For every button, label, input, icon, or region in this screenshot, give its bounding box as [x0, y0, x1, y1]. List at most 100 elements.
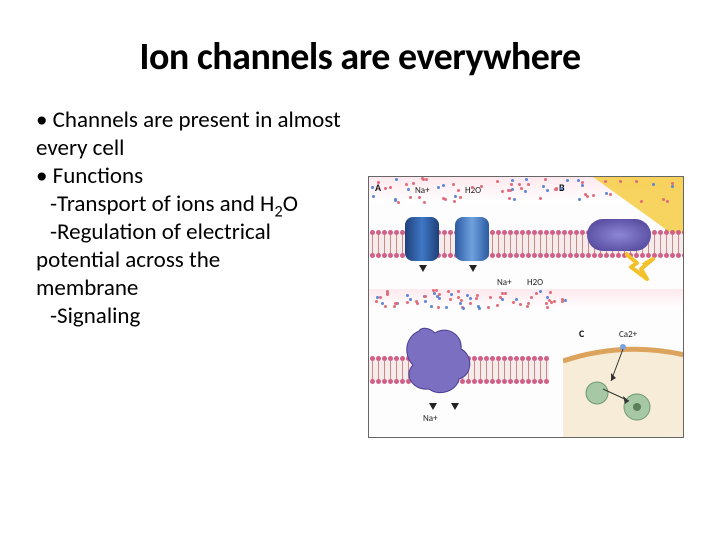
extracellular-dot — [586, 195, 589, 198]
ion-na-d: Na+ — [423, 413, 438, 424]
sub-3: -Signaling — [50, 302, 362, 330]
extracellular-dot — [397, 201, 400, 204]
extracellular-dot — [409, 196, 412, 199]
lipid — [508, 233, 513, 255]
extracellular-dot — [418, 196, 421, 199]
lipid — [544, 233, 549, 255]
extracellular-dot — [447, 290, 450, 293]
lipid — [484, 359, 489, 381]
extracellular-dot — [371, 186, 374, 189]
lipid — [370, 359, 375, 381]
lipid — [556, 233, 561, 255]
text-column: Channels are present in almost every cel… — [36, 106, 362, 438]
lipid — [442, 233, 447, 255]
extracellular-dot — [609, 193, 612, 196]
arrow-d1 — [429, 403, 437, 410]
lipid — [676, 233, 681, 255]
extracellular-dot — [377, 181, 380, 184]
lipid — [532, 359, 537, 381]
lightning-icon — [625, 249, 673, 285]
lipid — [376, 359, 381, 381]
ion-na-mid: Na+ — [497, 277, 512, 288]
extracellular-dot — [407, 188, 410, 191]
extracellular-dot — [518, 183, 521, 186]
extracellular-dot — [501, 292, 504, 295]
sub-2: -Regulation of electrical — [50, 218, 362, 246]
extracellular-dot — [527, 183, 530, 186]
lipid — [568, 233, 573, 255]
lipid — [370, 233, 375, 255]
lipid — [544, 359, 549, 381]
lipid — [682, 233, 684, 255]
bullet-1-text: Channels are present in almost every cel… — [36, 106, 341, 162]
extracellular-dot — [539, 290, 542, 293]
lipid — [520, 359, 525, 381]
extracellular-dot — [462, 307, 465, 310]
extracellular-dot — [549, 291, 552, 294]
sub-1-subscript: 2 — [274, 202, 282, 222]
lipid — [502, 359, 507, 381]
extracellular-dot — [450, 293, 453, 296]
extracellular-dot — [489, 296, 492, 299]
lipid — [532, 233, 537, 255]
extracellular-dot — [527, 302, 530, 305]
extracellular-dot — [555, 188, 558, 191]
panel-c-label: C — [579, 327, 584, 340]
lipid — [508, 359, 513, 381]
extracellular-dot — [604, 180, 607, 183]
extracellular-dot — [457, 296, 460, 299]
body-wrap: Channels are present in almost every cel… — [36, 106, 684, 438]
extracellular-dot — [539, 197, 542, 200]
sub-2b: potential across the — [36, 246, 362, 274]
extracellular-dot — [471, 186, 474, 189]
lipid — [388, 359, 393, 381]
extracellular-dot — [466, 294, 469, 297]
lipid — [490, 359, 495, 381]
lipid — [490, 233, 495, 255]
ion-na-a: Na+ — [415, 185, 430, 196]
lipid — [520, 233, 525, 255]
lipid — [496, 359, 501, 381]
lipid — [496, 233, 501, 255]
lipid — [526, 233, 531, 255]
extracellular-dot — [442, 197, 445, 200]
lipid — [562, 233, 567, 255]
sub-1: -Transport of ions and H2O — [50, 190, 362, 218]
extracellular-dot — [469, 302, 472, 305]
panel-c-cell — [563, 341, 684, 437]
slide-title: Ion channels are everywhere — [36, 34, 684, 80]
extracellular-dot — [384, 187, 387, 190]
extracellular-dot — [437, 306, 440, 309]
extracellular-dot — [508, 197, 511, 200]
arrow-a2 — [469, 265, 477, 272]
lipid — [382, 233, 387, 255]
lipid — [538, 359, 543, 381]
extracellular-dot — [436, 295, 439, 298]
extracellular-dot — [560, 187, 563, 190]
lipid — [448, 233, 453, 255]
sub-1b: O — [283, 190, 298, 218]
ion-channel-figure: A B C Na+ H2O K+ — [368, 176, 684, 438]
lipid — [514, 233, 519, 255]
extracellular-dot — [425, 178, 428, 181]
extracellular-dot — [475, 297, 478, 300]
extracellular-dot — [671, 185, 674, 188]
slide-root: Ion channels are everywhere Channels are… — [0, 0, 720, 540]
arrow-d2 — [451, 403, 459, 410]
extracellular-dot — [520, 187, 523, 190]
sub-2c: membrane — [36, 274, 362, 302]
extracellular-dot — [423, 201, 426, 204]
extracellular-dot — [544, 178, 547, 181]
bullet-2-text: Functions — [53, 162, 143, 190]
lipid — [388, 233, 393, 255]
extracellular-dot — [496, 304, 499, 307]
extracellular-dot — [372, 195, 375, 198]
channel-d — [399, 325, 483, 399]
lipid — [502, 233, 507, 255]
extracellular-dot — [662, 198, 665, 201]
extracellular-dot — [406, 301, 409, 304]
extracellular-dot — [542, 185, 545, 188]
extracellular-dot — [510, 183, 513, 186]
lipid — [394, 233, 399, 255]
channel-a-right — [455, 217, 489, 261]
